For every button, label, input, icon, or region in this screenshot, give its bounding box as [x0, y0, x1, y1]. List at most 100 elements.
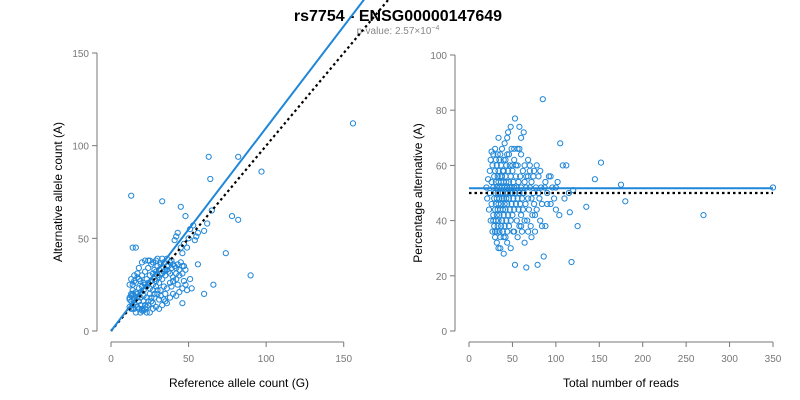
data-point	[128, 290, 135, 297]
data-point	[492, 228, 499, 235]
data-point	[137, 302, 144, 309]
data-point	[565, 189, 573, 197]
data-point	[151, 290, 158, 297]
data-point	[145, 257, 152, 264]
data-point	[162, 298, 169, 305]
data-point	[142, 268, 149, 275]
data-point	[501, 200, 508, 208]
data-point	[526, 162, 533, 169]
data-point	[493, 162, 500, 169]
data-point	[511, 228, 518, 235]
data-point	[523, 173, 530, 180]
data-point	[152, 257, 160, 264]
data-point	[520, 129, 527, 136]
data-point	[545, 173, 553, 180]
data-point	[515, 178, 522, 186]
data-point	[518, 151, 525, 158]
data-point	[525, 206, 533, 213]
data-point	[521, 178, 528, 186]
data-point	[492, 234, 499, 241]
data-point	[559, 162, 566, 169]
data-point	[173, 233, 180, 240]
data-point	[501, 223, 508, 230]
data-point	[500, 250, 507, 257]
y-axis-title: Percentage alternative (A)	[411, 123, 425, 262]
data-point	[511, 189, 519, 197]
data-point	[160, 283, 167, 290]
data-point	[166, 279, 174, 286]
data-point	[156, 305, 163, 312]
data-point	[159, 255, 166, 262]
data-point	[485, 176, 492, 183]
data-point	[152, 277, 160, 285]
data-point	[207, 175, 214, 183]
y-axis-title: Alternative allele count (A)	[51, 122, 65, 262]
data-point	[170, 290, 177, 297]
data-point	[507, 245, 514, 252]
data-point	[518, 134, 525, 141]
x-tick-label: 100	[548, 354, 565, 365]
data-point	[126, 281, 133, 288]
data-point	[528, 234, 535, 241]
data-point	[148, 294, 155, 301]
data-point	[137, 294, 144, 301]
data-point	[536, 195, 543, 202]
data-point	[170, 277, 177, 285]
data-point	[533, 206, 540, 213]
data-point	[557, 140, 564, 147]
data-point	[145, 264, 152, 272]
data-point	[182, 213, 189, 220]
data-point	[201, 227, 208, 234]
data-point	[538, 223, 546, 230]
y-tick-label: 150	[72, 49, 89, 60]
data-point	[538, 200, 546, 208]
data-point	[539, 96, 546, 103]
subtitle-exponent: −4	[431, 25, 439, 32]
data-point	[247, 272, 254, 279]
data-point	[508, 200, 515, 208]
figure-title: rs7754 - ENSG00000147649	[294, 8, 502, 25]
data-point	[502, 206, 509, 213]
data-point	[516, 123, 523, 130]
data-point	[486, 167, 493, 174]
data-point	[187, 276, 194, 283]
data-point	[152, 303, 160, 310]
data-point	[505, 167, 512, 174]
data-point	[523, 264, 530, 271]
x-axis-title: Total number of reads	[563, 376, 679, 390]
data-point	[622, 198, 629, 205]
data-point	[547, 173, 554, 180]
data-point	[176, 266, 183, 273]
data-point	[156, 274, 163, 281]
data-point	[128, 192, 135, 199]
data-point	[505, 151, 513, 158]
data-point	[507, 217, 514, 224]
x-tick-label: 150	[335, 354, 352, 365]
data-point	[489, 228, 496, 235]
data-point	[509, 212, 516, 219]
x-tick-label: 0	[466, 354, 472, 365]
data-point	[500, 156, 507, 163]
x-tick-label: 300	[721, 354, 738, 365]
data-point	[521, 217, 528, 224]
x-tick-label: 0	[108, 354, 114, 365]
data-point	[504, 239, 511, 246]
data-point	[547, 200, 554, 208]
data-point	[518, 223, 525, 230]
data-point	[505, 212, 512, 219]
data-point	[530, 173, 537, 180]
data-point	[488, 178, 495, 186]
data-point	[500, 167, 507, 174]
data-point	[525, 195, 532, 202]
data-point	[173, 264, 180, 272]
data-point	[170, 261, 177, 268]
data-point	[503, 217, 510, 224]
data-point	[210, 281, 217, 288]
data-point	[180, 277, 187, 285]
data-point	[537, 217, 544, 224]
subtitle-text: p-value: 2.57×10	[357, 26, 432, 37]
data-point	[574, 223, 581, 230]
data-point	[542, 178, 549, 186]
data-point	[143, 276, 150, 283]
data-point	[171, 237, 178, 244]
